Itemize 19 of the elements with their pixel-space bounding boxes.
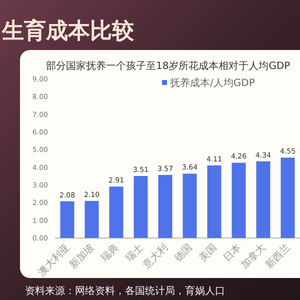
bar bbox=[84, 200, 99, 238]
x-tick-label: 美国 bbox=[196, 242, 220, 264]
chart-title: 生育成本比较 bbox=[1, 18, 135, 44]
bar bbox=[134, 176, 148, 238]
bar bbox=[109, 186, 124, 238]
text: 资料来源：网络资料，各国统计局，育娲人口 bbox=[25, 285, 225, 297]
bar bbox=[60, 201, 74, 238]
x-tick-label: 德国 bbox=[172, 242, 195, 264]
x-tick-label: 瑞典 bbox=[98, 242, 122, 264]
bar bbox=[232, 162, 246, 238]
bar bbox=[280, 158, 295, 238]
bar bbox=[182, 174, 197, 238]
x-tick-label: 新加坡 bbox=[67, 242, 97, 272]
bar bbox=[256, 161, 270, 238]
legend-label: 抚养成本/人均GDP bbox=[169, 77, 255, 89]
bar bbox=[207, 165, 222, 238]
chart-subtitle: 部分国家抚养一个孩子至18岁所花成本相对于人均GDP bbox=[46, 60, 290, 72]
x-tick-label: 新西兰 bbox=[263, 242, 293, 272]
bar bbox=[158, 174, 172, 238]
